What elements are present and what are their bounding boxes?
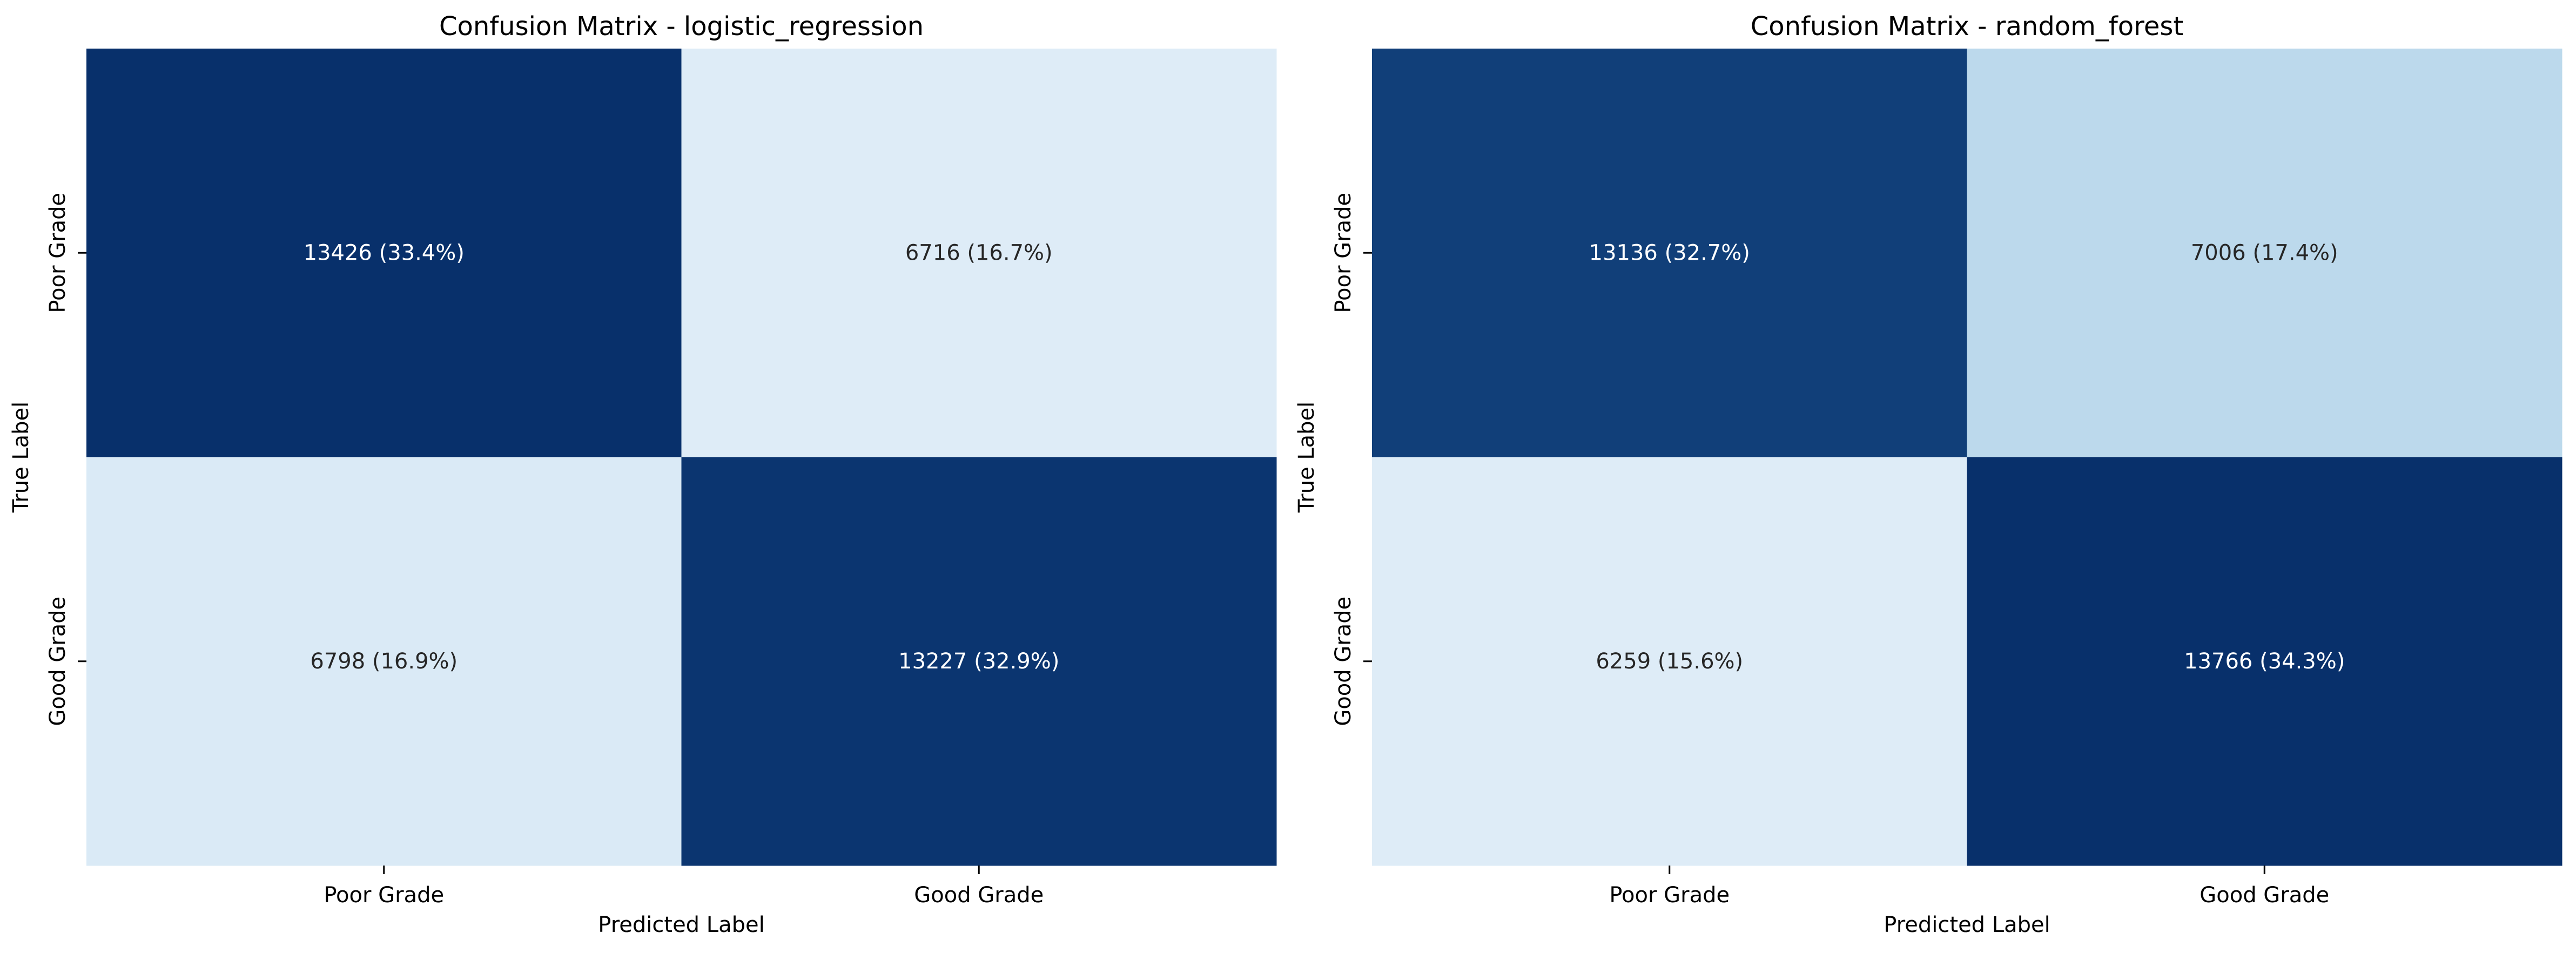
y-tick-label: Poor Grade xyxy=(45,193,70,313)
cell-value-label: 13766 (34.3%) xyxy=(2184,649,2345,674)
y-tick-label: Good Grade xyxy=(1331,597,1356,726)
y-tick-label: Good Grade xyxy=(45,597,70,726)
heatmap-cell-r1-c0 xyxy=(1372,457,1967,866)
cell-value-label: 6798 (16.9%) xyxy=(310,649,458,674)
heatmap-cell-r0-c0 xyxy=(86,49,682,457)
y-tick-label: Poor Grade xyxy=(1331,193,1356,313)
y-axis-label: True Label xyxy=(9,402,33,513)
cell-value-label: 13426 (33.4%) xyxy=(304,240,465,265)
cell-value-label: 13227 (32.9%) xyxy=(898,649,1059,674)
confusion-matrix-panel-random-forest: 13136 (32.7%) 7006 (17.4%) 6259 (15.6%) 137… xyxy=(1294,11,2562,937)
cell-value-label: 7006 (17.4%) xyxy=(2191,240,2338,265)
chart-title: Confusion Matrix - random_forest xyxy=(1751,11,2183,42)
heatmap-cell-r0-c1 xyxy=(1967,49,2562,457)
x-tick-label: Good Grade xyxy=(2200,883,2329,908)
x-tick-label: Poor Grade xyxy=(1609,883,1730,908)
cell-value-label: 13136 (32.7%) xyxy=(1589,240,1750,265)
cell-value-label: 6259 (15.6%) xyxy=(1596,649,1743,674)
confusion-matrix-panel-logistic-regression: 13426 (33.4%) 6716 (16.7%) 6798 (16.9%) 132… xyxy=(9,11,1277,937)
heatmap-cell-r1-c1 xyxy=(681,457,1277,866)
heatmap-cell-r0-c1 xyxy=(681,49,1277,457)
x-axis-label: Predicted Label xyxy=(1884,913,2050,937)
y-axis-label: True Label xyxy=(1294,402,1319,513)
cell-value-label: 6716 (16.7%) xyxy=(905,240,1053,265)
heatmap-cell-r1-c1 xyxy=(1967,457,2562,866)
x-axis-label: Predicted Label xyxy=(598,913,764,937)
chart-title: Confusion Matrix - logistic_regression xyxy=(439,11,924,42)
x-tick-label: Good Grade xyxy=(914,883,1044,908)
heatmap-cell-r1-c0 xyxy=(86,457,682,866)
heatmap-cell-r0-c0 xyxy=(1372,49,1967,457)
x-tick-label: Poor Grade xyxy=(324,883,444,908)
